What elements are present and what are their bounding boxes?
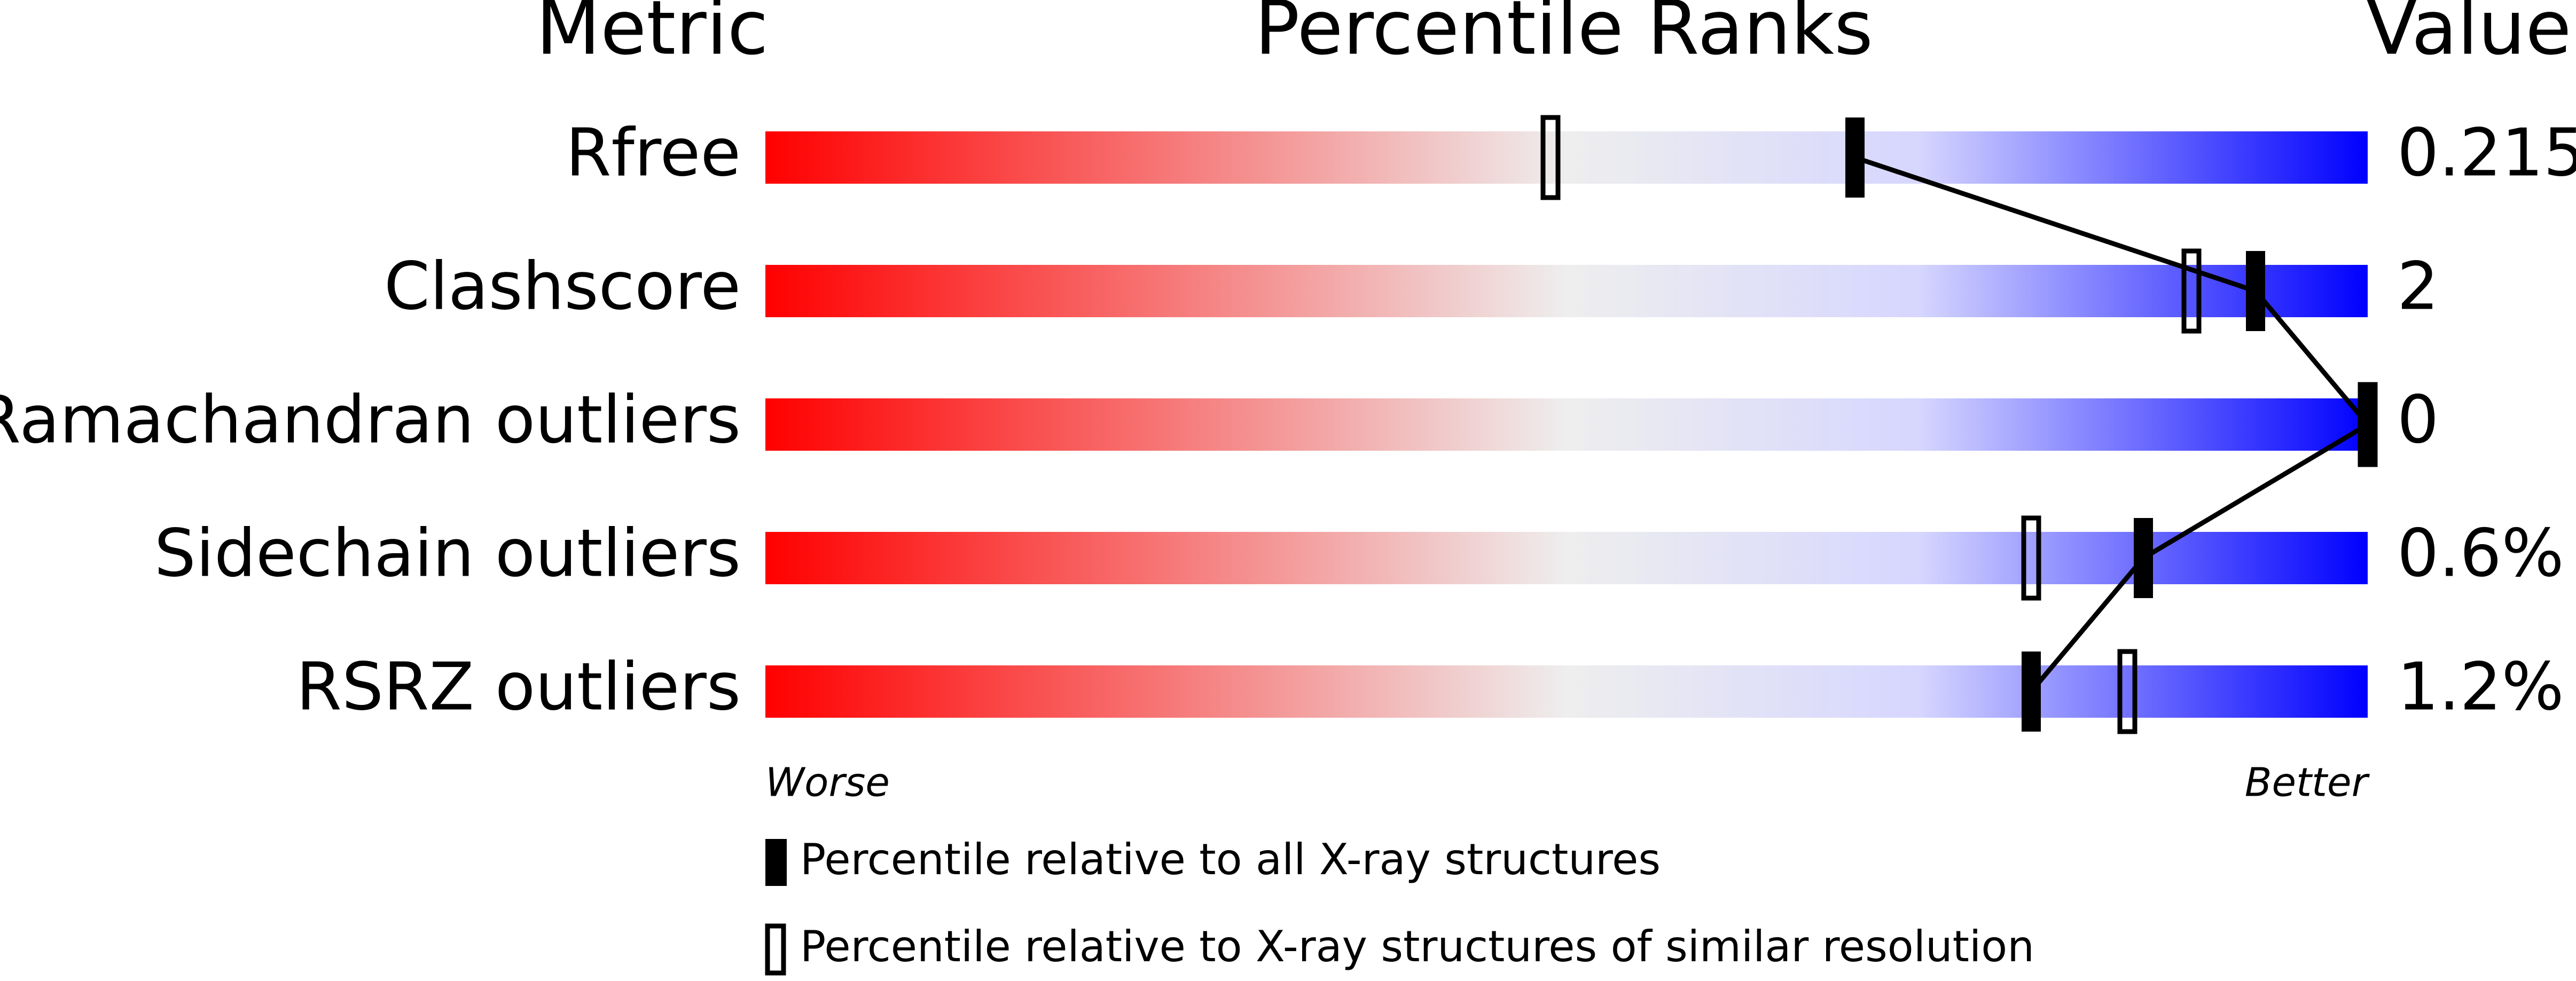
metric-value: 2 xyxy=(2397,249,2439,325)
metric-label: Sidechain outliers xyxy=(154,516,741,592)
marker-filled xyxy=(2022,652,2041,732)
percentile-bar xyxy=(765,131,2368,184)
header-percentile: Percentile Ranks xyxy=(1255,0,1873,72)
metric-value: 0 xyxy=(2397,382,2439,459)
marker-open xyxy=(2021,515,2041,601)
legend-label: Percentile relative to all X-ray structu… xyxy=(800,835,1661,884)
marker-filled xyxy=(2358,384,2377,465)
legend-marker xyxy=(765,839,787,886)
metric-value: 0.215 xyxy=(2397,115,2576,192)
metric-label: Rfree xyxy=(566,115,741,192)
metric-label: Clashscore xyxy=(384,249,741,325)
marker-open xyxy=(2181,248,2202,334)
header-metric: Metric xyxy=(536,0,768,72)
metric-value: 1.2% xyxy=(2397,649,2564,726)
marker-filled xyxy=(2134,518,2153,598)
marker-filled xyxy=(1845,117,1865,198)
header-value: Value xyxy=(2366,0,2571,72)
axis-low-label: Worse xyxy=(765,760,890,806)
percentile-bar xyxy=(765,665,2368,718)
percentile-bar xyxy=(765,265,2368,317)
metric-label: Ramachandran outliers xyxy=(0,382,741,459)
metric-label: RSRZ outliers xyxy=(296,649,741,726)
metric-value: 0.6% xyxy=(2397,516,2564,592)
marker-open xyxy=(2117,649,2137,734)
axis-high-label: Better xyxy=(2245,760,2370,806)
percentile-bar xyxy=(765,532,2368,584)
marker-open xyxy=(1540,115,1561,200)
percentile-bar xyxy=(765,398,2368,451)
legend-marker xyxy=(765,923,786,976)
marker-filled xyxy=(2246,251,2265,331)
legend-label: Percentile relative to X-ray structures … xyxy=(800,922,2034,971)
